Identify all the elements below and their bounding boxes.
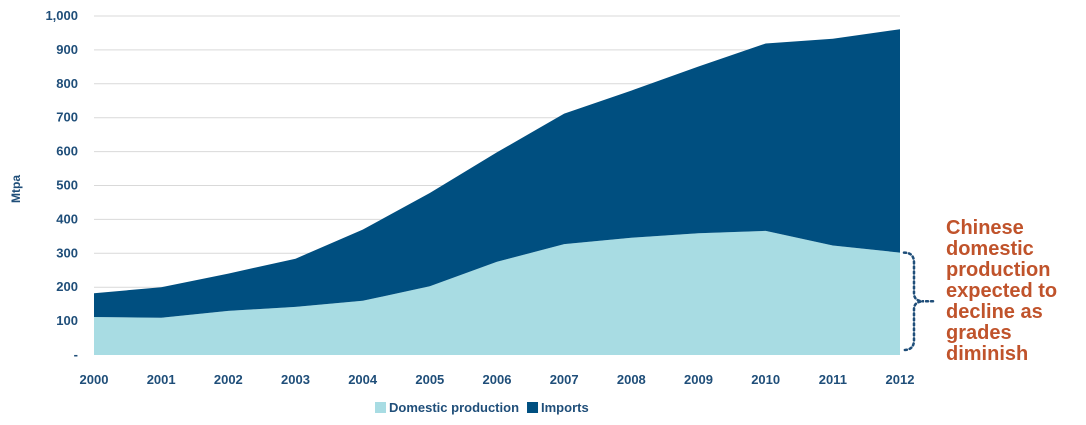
annotation-line: expected to	[946, 280, 1058, 302]
y-tick-label: 600	[56, 144, 78, 159]
legend: Domestic production Imports	[375, 400, 589, 415]
legend-item: Imports	[527, 400, 589, 415]
y-tick-label: 700	[56, 110, 78, 125]
legend-swatch	[527, 402, 539, 413]
x-axis-ticks: 2000 2001 2002 2003 2004 2005 2006 2007 2008 2009…	[80, 372, 915, 387]
annotation-line: diminish	[946, 343, 1029, 365]
legend-label: Imports	[541, 400, 589, 415]
annotation-brace	[902, 251, 938, 352]
x-tick-label: 2004	[348, 372, 378, 387]
x-tick-label: 2005	[415, 372, 444, 387]
x-tick-label: 2010	[751, 372, 780, 387]
x-tick-label: 2009	[684, 372, 713, 387]
y-axis-ticks: - 100 200 300 400 500 600 700 800 900 1,000	[45, 8, 78, 362]
y-tick-label: 800	[56, 76, 78, 91]
series-area-imports	[94, 29, 900, 318]
legend-item: Domestic production	[375, 400, 519, 415]
x-tick-label: 2008	[617, 372, 646, 387]
y-tick-label: 900	[56, 42, 78, 57]
y-tick-label: 300	[56, 245, 78, 260]
annotation-line: domestic	[946, 238, 1034, 260]
x-tick-label: 2001	[147, 372, 176, 387]
y-tick-label: 400	[56, 211, 78, 226]
annotation-line: Chinese	[946, 217, 1024, 239]
y-tick-label: 500	[56, 178, 78, 193]
x-tick-label: 2011	[819, 372, 847, 387]
annotation-text: Chinese domestic production expected to decl…	[946, 218, 1086, 365]
x-tick-label: 2006	[483, 372, 512, 387]
series-area-domestic-production	[94, 230, 900, 355]
annotation-line: grades	[946, 322, 1012, 344]
y-axis-label: Mtpa	[9, 175, 23, 203]
annotation-line: decline as	[946, 301, 1043, 323]
brace-bracket	[902, 251, 925, 352]
x-tick-label: 2012	[886, 372, 915, 387]
x-tick-label: 2007	[550, 372, 579, 387]
x-tick-label: 2002	[214, 372, 243, 387]
y-tick-label: 200	[56, 279, 78, 294]
plot-areas	[94, 29, 900, 355]
y-tick-label: 100	[56, 313, 78, 328]
legend-swatch	[375, 402, 386, 413]
y-tick-label: -	[74, 347, 78, 362]
y-tick-label: 1,000	[45, 8, 78, 23]
x-tick-label: 2003	[281, 372, 310, 387]
legend-label: Domestic production	[389, 400, 519, 415]
annotation-line: production	[946, 259, 1051, 281]
x-tick-label: 2000	[80, 372, 109, 387]
